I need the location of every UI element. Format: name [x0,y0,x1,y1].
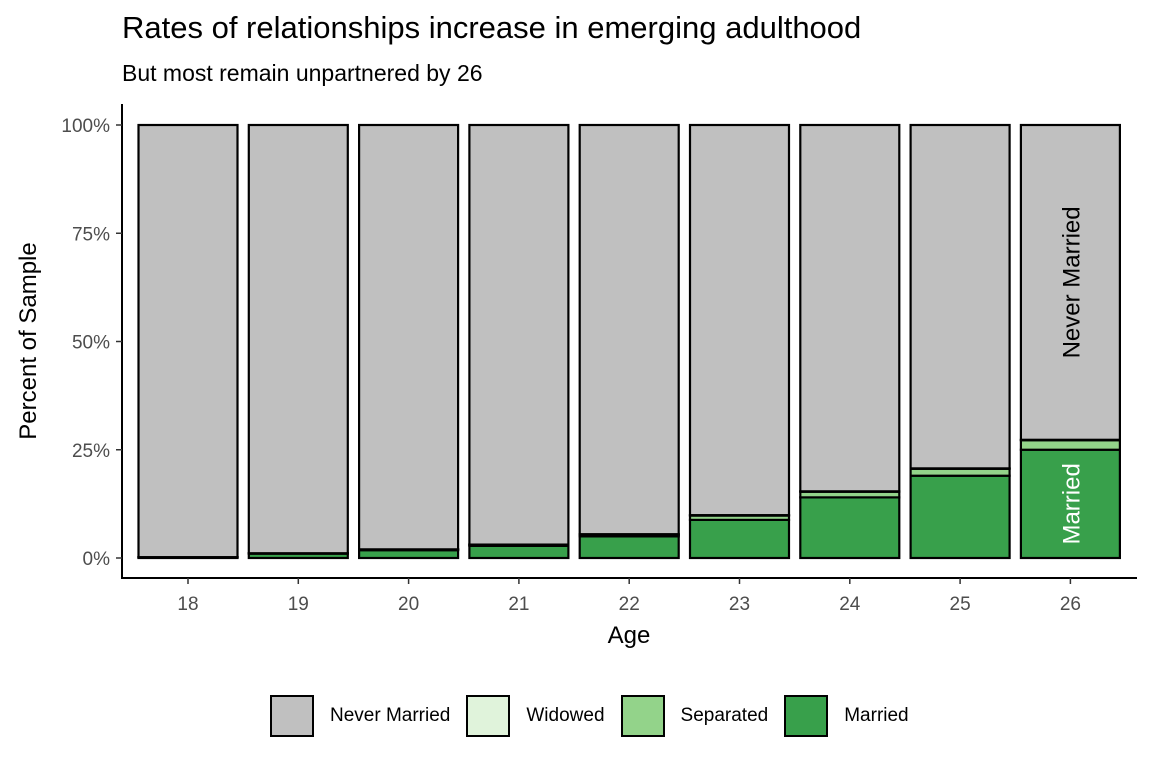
legend-item-married: Married [784,695,909,737]
x-tick-label: 20 [398,594,419,615]
bar-label-never-married: Never Married [1058,206,1085,358]
bar-never-married-19 [247,123,349,555]
bar-married-20 [358,549,460,560]
x-tick-label: 22 [619,594,640,615]
legend-label-married: Married [844,705,909,726]
bar-separated-26 [1019,439,1122,451]
x-tick-label: 19 [288,594,309,615]
legend-item-separated: Separated [620,695,769,737]
bar-never-married-24 [799,123,901,493]
legend-item-never-married: Never Married [270,695,450,737]
y-tick-label: 75% [72,224,110,245]
x-tick-label: 23 [729,594,750,615]
legend-key-married [784,695,829,737]
legend: Never Married Widowed Separated Married [270,693,925,739]
bar-married-22 [578,535,680,560]
bar-labels-layer: Never Married Married [1058,206,1085,544]
x-tick-label: 25 [950,594,971,615]
bar-married-21 [468,544,570,560]
y-tick-label: 50% [72,333,110,354]
x-tick-label: 26 [1060,594,1081,615]
y-tick-label: 25% [72,441,110,462]
bar-never-married-23 [688,123,791,517]
x-tick-label: 24 [839,594,861,615]
x-axis-title: Age [608,622,651,649]
legend-key-separated [620,695,665,737]
y-tick-label: 0% [83,549,111,570]
chart-title: Rates of relationships increase in emerg… [122,10,862,45]
bar-never-married-25 [909,123,1011,470]
legend-key-widowed [466,695,511,737]
bar-never-married-26 [1019,123,1122,441]
bar-married-25 [909,474,1011,560]
legend-label-widowed: Widowed [526,705,605,726]
bars-layer [137,123,1122,560]
x-tick-label: 18 [177,594,198,615]
x-axis-ticks: 18 19 20 21 22 23 24 25 26 [177,578,1081,615]
bar-never-married-18 [137,123,239,559]
legend-key-never-married [270,695,314,737]
legend-label-never-married: Never Married [330,705,451,726]
y-axis-title: Percent of Sample [15,242,42,439]
y-axis-ticks: 0% 25% 50% 75% 100% [61,116,122,570]
x-tick-label: 21 [508,594,529,615]
legend-item-widowed: Widowed [466,695,605,737]
bar-label-married: Married [1058,463,1085,544]
legend-label-separated: Separated [680,705,769,726]
bar-never-married-22 [578,123,680,536]
bar-married-23 [688,518,791,560]
bar-married-24 [799,496,901,560]
bar-never-married-20 [358,123,460,551]
bar-never-married-21 [468,123,570,546]
chart-subtitle: But most remain unpartnered by 26 [122,60,483,86]
y-tick-label: 100% [61,116,110,137]
bar-married-26 [1019,448,1122,560]
